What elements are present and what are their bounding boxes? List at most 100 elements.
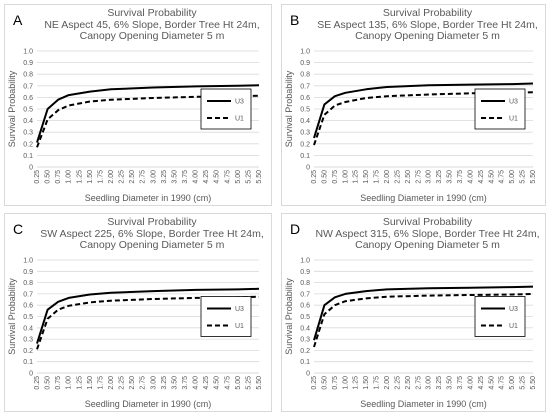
x-tick-label: 2.75 (415, 170, 422, 184)
y-tick-label: 0 (29, 371, 33, 378)
y-tick-label: 0.5 (300, 314, 310, 321)
y-tick-label: 1.0 (300, 49, 310, 56)
x-tick-label: 5.25 (520, 376, 527, 390)
x-tick-label: 3.25 (436, 376, 443, 390)
x-tick-label: 2.50 (405, 376, 412, 390)
legend-box (474, 296, 526, 337)
x-axis-title: Seedling Diameter in 1990 (cm) (360, 399, 487, 409)
chart-subtitle-line: Canopy Opening Diameter 5 m (80, 239, 225, 251)
x-tick-label: 5.00 (509, 170, 516, 184)
y-tick-label: 0.8 (23, 72, 33, 79)
y-tick-label: 0.8 (300, 72, 310, 79)
x-tick-label: 3.00 (426, 376, 433, 390)
legend: U3 U1 (474, 296, 526, 337)
x-tick-label: 1.75 (374, 376, 381, 390)
x-tick-label: 2.25 (394, 170, 401, 184)
x-tick-label: 1.50 (87, 170, 94, 184)
series-line-u1 (36, 295, 260, 350)
y-tick-label: 0.1 (300, 153, 310, 160)
legend: U3 U1 (200, 88, 252, 130)
x-tick-label: 1.25 (76, 170, 83, 184)
y-tick-label: 1.0 (23, 258, 33, 265)
x-axis-title: Seedling Diameter in 1990 (cm) (85, 193, 212, 203)
y-tick-label: 0 (306, 371, 310, 378)
x-tick-label: 5.25 (245, 170, 252, 184)
x-tick-label: 1.50 (87, 376, 94, 390)
x-tick-label: 4.75 (224, 170, 231, 184)
x-tick-label: 2.00 (108, 170, 115, 184)
x-tick-label: 3.50 (171, 170, 178, 184)
x-tick-label: 1.50 (363, 170, 370, 184)
x-tick-label: 2.75 (415, 376, 422, 390)
x-tick-label: 4.75 (499, 170, 506, 184)
x-tick-label: 4.75 (224, 376, 231, 390)
series-line-u1 (313, 292, 534, 348)
x-tick-label: 2.25 (119, 376, 126, 390)
x-tick-label: 4.50 (214, 170, 221, 184)
x-tick-label: 0.50 (321, 376, 328, 390)
x-tick-label: 2.75 (140, 170, 147, 184)
y-tick-label: 0.5 (23, 314, 33, 321)
x-tick-label: 3.25 (161, 376, 168, 390)
x-tick-label: 3.50 (447, 376, 454, 390)
y-axis-title: Survival Probability (284, 278, 294, 355)
legend-label-u3: U3 (235, 99, 244, 106)
y-axis-title: Survival Probability (284, 70, 294, 147)
legend-label-u3: U3 (235, 306, 244, 313)
x-tick-label: 5.25 (245, 376, 252, 390)
x-tick-label: 5.50 (256, 376, 263, 390)
chart-subtitle-line: SE Aspect 135, 6% Slope, Border Tree Ht … (317, 19, 538, 31)
x-tick-label: 0.25 (34, 376, 41, 390)
series-line-u3 (313, 82, 534, 139)
y-tick-label: 0.4 (23, 325, 33, 332)
x-tick-label: 5.00 (235, 376, 242, 390)
x-tick-label: 4.75 (499, 376, 506, 390)
x-tick-label: 3.25 (436, 170, 443, 184)
x-tick-label: 0.25 (34, 170, 41, 184)
legend-label-u3: U3 (509, 306, 518, 313)
y-tick-label: 1.0 (23, 49, 33, 56)
y-tick-label: 0.7 (23, 83, 33, 90)
x-tick-label: 3.00 (426, 170, 433, 184)
x-tick-label: 2.50 (129, 170, 136, 184)
x-tick-label: 1.75 (97, 170, 104, 184)
y-tick-label: 0.1 (300, 359, 310, 366)
chart-title: Survival Probability (107, 216, 197, 228)
panel-letter: A (13, 12, 23, 28)
x-axis-title: Seedling Diameter in 1990 (cm) (360, 193, 487, 203)
x-tick-label: 3.25 (161, 170, 168, 184)
x-tick-label: 5.00 (235, 170, 242, 184)
chart-subtitle-line: NW Aspect 315, 6% Slope, Border Tree Ht … (315, 228, 539, 240)
y-tick-label: 0.1 (23, 359, 33, 366)
y-tick-label: 0.8 (300, 280, 310, 287)
x-tick-label: 4.00 (467, 376, 474, 390)
x-tick-label: 1.00 (342, 376, 349, 390)
x-tick-label: 2.00 (384, 170, 391, 184)
chart-subtitle-line: Canopy Opening Diameter 5 m (80, 30, 225, 42)
x-tick-label: 0.75 (55, 170, 62, 184)
series-line-u3 (313, 285, 534, 341)
x-tick-label: 0.25 (311, 170, 318, 184)
y-tick-label: 0.5 (300, 107, 310, 114)
chart-svg: D Survival Probability NW Aspect 315, 6% S… (284, 216, 540, 409)
x-tick-label: 2.75 (140, 376, 147, 390)
x-tick-label: 2.25 (119, 170, 126, 184)
x-tick-label: 0.75 (332, 376, 339, 390)
y-tick-label: 0.2 (23, 348, 33, 355)
panel-letter: D (290, 221, 300, 237)
x-tick-label: 4.25 (478, 376, 485, 390)
y-tick-label: 0.7 (23, 291, 33, 298)
y-tick-label: 0.3 (300, 337, 310, 344)
x-tick-label: 3.50 (171, 376, 178, 390)
x-tick-label: 1.00 (342, 170, 349, 184)
y-tick-label: 0.9 (23, 269, 33, 276)
y-tick-label: 0.1 (23, 153, 33, 160)
series-line-u3 (36, 84, 260, 143)
chart-panel-d: D Survival Probability NW Aspect 315, 6% S… (281, 213, 546, 412)
x-tick-label: 3.75 (182, 170, 189, 184)
x-tick-label: 3.50 (447, 170, 454, 184)
series-line-u3 (36, 287, 260, 344)
